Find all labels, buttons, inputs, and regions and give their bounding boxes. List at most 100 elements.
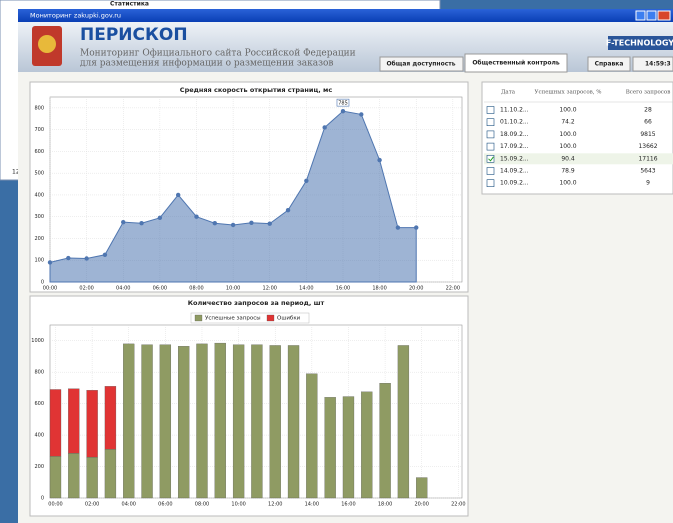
bar-segment — [306, 373, 318, 499]
table-panel — [481, 81, 673, 195]
table-cell: 9815 — [640, 131, 655, 138]
table-cell: 28 — [644, 107, 652, 114]
y-tick-label: 500 — [34, 171, 44, 177]
bar-segment — [214, 342, 226, 499]
point — [194, 214, 199, 219]
point — [377, 157, 382, 163]
y-tick-label: 800 — [34, 370, 44, 376]
table-cell: 17116 — [638, 155, 657, 162]
tab[interactable] — [379, 56, 464, 72]
maximize-button[interactable] — [646, 10, 657, 21]
row-highlight — [484, 153, 673, 165]
x-tick-label: 20:00 — [415, 502, 429, 508]
bar-segment — [141, 344, 153, 499]
x-tick-label: 12:00 — [263, 286, 277, 292]
x-tick-label: 14:00 — [305, 502, 319, 508]
legend-label: Ошибки — [277, 316, 301, 322]
title-bar — [18, 9, 673, 22]
table-cell: 100.0 — [559, 107, 576, 114]
bar-segment — [104, 386, 117, 450]
row-checkbox[interactable] — [486, 118, 495, 126]
y-tick-label: 100 — [34, 258, 44, 264]
row-checkbox[interactable] — [486, 155, 495, 163]
header-line1: Мониторинг Официального сайта Российской… — [80, 49, 356, 59]
point — [121, 219, 126, 225]
close-button[interactable] — [657, 10, 671, 21]
x-tick-label: 22:00 — [451, 502, 465, 508]
point — [304, 178, 309, 183]
row-checkbox[interactable] — [486, 142, 495, 151]
y-tick-label: 300 — [34, 214, 44, 220]
x-tick-label: 00:00 — [43, 286, 57, 292]
bar-segment — [49, 389, 62, 457]
bar-segment — [379, 383, 391, 499]
point — [157, 215, 163, 220]
point — [249, 220, 254, 225]
help-button[interactable] — [587, 56, 631, 72]
x-tick-label: 04:00 — [116, 286, 130, 292]
x-tick-label: 08:00 — [189, 286, 203, 292]
table-cell: 10.09.2... — [500, 180, 529, 187]
point — [285, 207, 291, 213]
point — [322, 125, 327, 130]
table-cell: 78.9 — [561, 168, 575, 175]
brand-box — [608, 36, 673, 50]
x-tick-label: 16:00 — [341, 502, 355, 508]
y-tick-label: 700 — [34, 127, 44, 133]
legend-swatch — [266, 314, 275, 322]
bar-segment — [159, 344, 172, 499]
point — [414, 225, 419, 230]
row-checkbox[interactable] — [486, 106, 495, 114]
x-tick-label: 22:00 — [446, 286, 460, 292]
column-header: Дата — [501, 90, 516, 96]
bar-segment — [287, 345, 300, 499]
x-tick-label: 20:00 — [409, 286, 423, 292]
x-tick-label: 08:00 — [195, 502, 209, 508]
x-tick-label: 10:00 — [226, 286, 240, 292]
tab-label[interactable]: Общественный контроль — [472, 60, 560, 67]
point — [359, 112, 364, 117]
point — [66, 255, 71, 261]
table-cell: 9 — [646, 180, 650, 187]
bar-segment — [104, 449, 117, 499]
table-cell: 18.09.2... — [500, 131, 529, 138]
y-tick-label: 0 — [41, 280, 44, 286]
table-cell: 100.0 — [559, 131, 576, 138]
y-tick-label: 400 — [34, 192, 44, 198]
y-tick-label: 600 — [34, 149, 44, 155]
window-title: Мониторинг zakupki.gov.ru — [30, 12, 121, 20]
x-tick-label: 00:00 — [48, 502, 62, 508]
row-checkbox[interactable] — [486, 179, 495, 187]
x-tick-label: 14:00 — [299, 286, 313, 292]
tab-active[interactable] — [464, 53, 568, 73]
point — [340, 108, 346, 114]
emblem-eagle — [38, 35, 56, 53]
tab-label[interactable]: Общая доступность — [386, 61, 455, 68]
point — [395, 225, 401, 230]
y-tick-label: 600 — [34, 401, 44, 407]
table-cell: 90.4 — [561, 155, 575, 162]
bar-segment — [86, 456, 98, 499]
point — [230, 222, 236, 228]
table-cell: 01.10.2... — [500, 119, 529, 126]
help-label[interactable]: Справка — [595, 61, 624, 68]
bar-segment — [416, 477, 428, 499]
row-checkbox[interactable] — [486, 167, 495, 175]
annotation-box — [336, 98, 350, 107]
legend-label: Успешные запросы — [205, 316, 261, 322]
x-tick-label: 10:00 — [231, 502, 245, 508]
row-checkbox[interactable] — [486, 130, 495, 139]
minimize-button[interactable] — [635, 10, 646, 21]
table-cell: 66 — [644, 119, 652, 126]
checkmark — [488, 156, 494, 162]
header-line2: для размещения информации о размещении з… — [80, 59, 333, 69]
bar-segment — [86, 390, 98, 458]
area — [49, 110, 417, 283]
chart-title: Количество запросов за период, шт — [188, 299, 325, 307]
x-tick-label: 06:00 — [158, 502, 172, 508]
table-cell: 5643 — [640, 168, 655, 175]
bar-segment — [324, 397, 336, 499]
point — [102, 252, 108, 257]
table-cell: 74.2 — [561, 119, 575, 126]
y-tick-label: 0 — [41, 496, 44, 502]
